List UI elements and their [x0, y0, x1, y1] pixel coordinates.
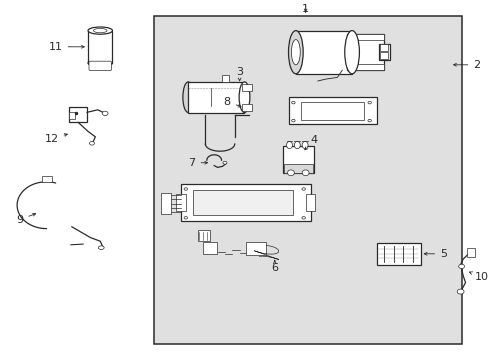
Ellipse shape [89, 141, 94, 145]
Text: 5: 5 [424, 249, 446, 259]
Bar [288, 97, 376, 124]
Text: 3: 3 [236, 67, 243, 81]
Ellipse shape [367, 120, 371, 122]
Text: 11: 11 [48, 42, 84, 52]
Text: 1: 1 [302, 4, 308, 14]
Bar [181, 184, 310, 221]
Text: 10: 10 [468, 272, 488, 282]
Text: 7: 7 [188, 158, 207, 168]
Bar [69, 112, 75, 119]
Bar [198, 230, 210, 241]
Bar [283, 164, 312, 173]
Bar [242, 84, 251, 91]
Ellipse shape [458, 264, 464, 269]
Bar [282, 146, 314, 173]
Bar [88, 31, 112, 63]
Ellipse shape [291, 40, 300, 65]
Bar [41, 176, 52, 182]
Ellipse shape [183, 188, 187, 190]
Ellipse shape [98, 246, 104, 249]
Ellipse shape [302, 188, 305, 190]
Ellipse shape [302, 170, 308, 176]
Bar [193, 190, 293, 215]
Bar [378, 44, 389, 60]
Bar [376, 243, 420, 265]
Text: 2: 2 [453, 60, 480, 70]
Text: 9: 9 [16, 213, 36, 225]
Ellipse shape [288, 31, 303, 74]
Bar [466, 248, 474, 257]
Ellipse shape [88, 59, 112, 67]
Bar [380, 52, 387, 59]
Ellipse shape [291, 120, 295, 122]
Bar [176, 194, 185, 211]
Ellipse shape [367, 101, 371, 104]
Bar [346, 34, 383, 70]
Text: 6: 6 [271, 260, 278, 273]
Bar [154, 16, 461, 344]
Ellipse shape [183, 82, 193, 112]
Bar [203, 242, 216, 254]
Ellipse shape [102, 111, 108, 116]
Ellipse shape [286, 141, 292, 149]
Text: 12: 12 [44, 134, 67, 144]
Ellipse shape [302, 216, 305, 219]
FancyBboxPatch shape [89, 61, 111, 71]
Bar [161, 193, 171, 214]
Bar [295, 31, 351, 74]
Bar [305, 194, 315, 211]
Ellipse shape [291, 101, 295, 104]
Bar [351, 64, 383, 70]
Ellipse shape [287, 170, 294, 176]
Bar [380, 44, 387, 51]
Text: 4: 4 [304, 135, 317, 150]
Bar [351, 34, 383, 40]
Ellipse shape [456, 289, 463, 294]
Ellipse shape [302, 141, 307, 149]
Bar [242, 104, 251, 111]
Ellipse shape [294, 141, 300, 149]
Bar [245, 242, 265, 255]
Bar [300, 102, 364, 120]
Bar [188, 82, 244, 112]
Ellipse shape [183, 216, 187, 219]
Ellipse shape [223, 161, 226, 164]
Bar [69, 107, 87, 122]
Ellipse shape [344, 31, 359, 74]
Ellipse shape [239, 82, 249, 112]
Text: 8: 8 [223, 96, 241, 107]
Ellipse shape [88, 27, 112, 34]
Ellipse shape [93, 28, 107, 33]
Bar [222, 76, 228, 82]
